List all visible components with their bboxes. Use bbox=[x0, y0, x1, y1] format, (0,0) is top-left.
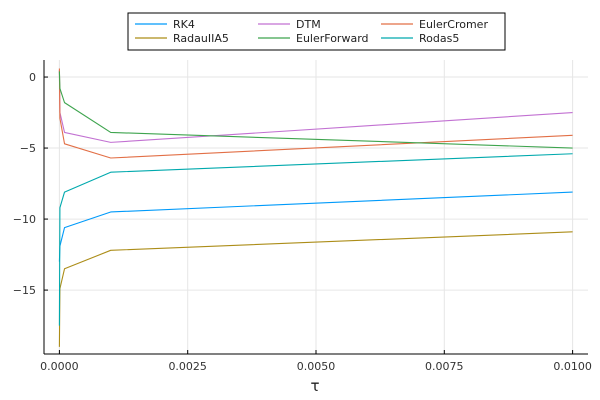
series-lines bbox=[58, 68, 573, 347]
series-line-eulerforward bbox=[58, 71, 573, 149]
series-line-eulercromer bbox=[58, 68, 573, 159]
legend-label: Rodas5 bbox=[419, 32, 459, 45]
y-tick-label: 0 bbox=[29, 71, 36, 84]
series-line-rodas5 bbox=[58, 153, 573, 326]
y-tick-label: −10 bbox=[13, 213, 36, 226]
legend-box bbox=[127, 12, 506, 51]
legend-label: DTM bbox=[296, 18, 321, 31]
x-tick-label: 0.0075 bbox=[425, 360, 464, 373]
x-tick-labels: 0.0000 0.0025 0.0050 0.0075 0.0100 bbox=[40, 360, 592, 373]
legend-label: RK4 bbox=[173, 18, 195, 31]
x-tick-label: 0.0025 bbox=[168, 360, 207, 373]
legend: RK4 DTM EulerCromer RadauIIA5 EulerForward Ro… bbox=[127, 12, 506, 51]
legend-label: EulerForward bbox=[296, 32, 369, 45]
legend-label: RadauIIA5 bbox=[173, 32, 229, 45]
x-tick-label: 0.0100 bbox=[553, 360, 592, 373]
x-axis-title: τ bbox=[310, 377, 319, 395]
axes bbox=[43, 60, 588, 355]
grid bbox=[44, 60, 588, 354]
legend-label: EulerCromer bbox=[419, 18, 488, 31]
x-tick-label: 0.0000 bbox=[40, 360, 79, 373]
x-tick-label: 0.0050 bbox=[297, 360, 336, 373]
y-tick-labels: 0 −5 −10 −15 bbox=[13, 71, 36, 297]
y-tick-label: −5 bbox=[20, 142, 36, 155]
y-tick-label: −15 bbox=[13, 284, 36, 297]
